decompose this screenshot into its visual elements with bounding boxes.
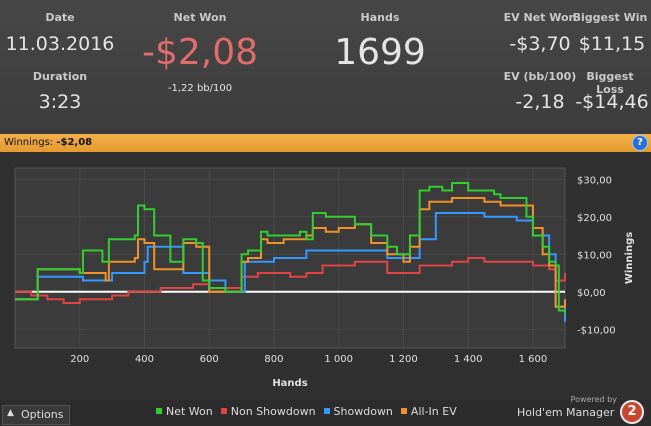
legend-item[interactable]: Non Showdown <box>220 405 316 418</box>
legend-swatch <box>323 408 330 414</box>
series-line-net-won <box>15 182 566 315</box>
winnings-bar: Winnings: -$2,08 ? <box>0 134 651 152</box>
date-label: Date <box>45 11 75 24</box>
date-value: 11.03.2016 <box>5 33 115 55</box>
y-axis-label: Winnings <box>624 232 635 284</box>
options-button[interactable]: ▲ Options <box>2 405 70 425</box>
x-tick-label: 800 <box>264 354 283 365</box>
y-tick-label: -$10,00 <box>577 325 616 336</box>
options-label: Options <box>21 408 64 421</box>
chevron-up-icon: ▲ <box>7 408 14 418</box>
hands-label: Hands <box>360 11 400 24</box>
winnings-chart: -$10,00 $0,00 $10,00 $20,00 $30,00 200 400 600 8… <box>0 152 651 400</box>
winnings-bar-text: Winnings: -$2,08 <box>4 137 92 148</box>
x-tick-label: 1 200 <box>389 354 418 365</box>
biggest-loss-value: -$14,46 <box>575 91 649 113</box>
ev-net-won-value: -$3,70 <box>509 33 571 55</box>
help-icon[interactable]: ? <box>632 135 648 151</box>
biggest-win-label: Biggest Win <box>572 11 648 24</box>
y-tick-label: $30,00 <box>577 175 612 186</box>
x-tick-label: 400 <box>135 354 154 365</box>
legend-item[interactable]: Showdown <box>323 405 393 418</box>
x-tick-label: 600 <box>200 354 219 365</box>
ev-net-won-label: EV Net Won <box>503 11 577 24</box>
net-won-bb-value: -1,22 bb/100 <box>167 83 233 94</box>
duration-value: 3:23 <box>38 91 82 113</box>
biggest-win-value: $11,15 <box>578 33 646 55</box>
x-tick-label: 1 000 <box>324 354 353 365</box>
powered-by-text: Powered by <box>570 395 617 404</box>
legend-label: All-In EV <box>410 405 457 418</box>
series-line-non-showdown <box>15 257 566 304</box>
duration-label: Duration <box>32 70 88 83</box>
legend-item[interactable]: Net Won <box>156 405 213 418</box>
x-axis-label: Hands <box>272 378 307 389</box>
y-tick-label: $10,00 <box>577 250 612 261</box>
net-won-label: Net Won <box>173 11 227 24</box>
legend-label: Non Showdown <box>230 405 316 418</box>
stats-panel: Date 11.03.2016 Duration 3:23 Net Won -$… <box>0 0 651 134</box>
legend-label: Showdown <box>333 405 393 418</box>
legend-label: Net Won <box>166 405 213 418</box>
y-tick-label: $0,00 <box>577 288 606 299</box>
winnings-label: Winnings: <box>4 137 54 148</box>
x-tick-label: 1 600 <box>519 354 548 365</box>
footer: ▲ Options Net Won Non Showdown Showdown All… <box>0 395 651 426</box>
hm2-logo-icon: 2 <box>620 400 644 424</box>
x-tick-label: 200 <box>70 354 89 365</box>
series-line-showdown <box>15 212 566 322</box>
legend-swatch <box>156 408 162 414</box>
product-name: Hold'em Manager <box>517 406 615 419</box>
winnings-chart-svg: -$10,00 $0,00 $10,00 $20,00 $30,00 200 400 600 8… <box>14 167 635 389</box>
hands-value: 1699 <box>334 32 426 73</box>
x-tick-label: 1 400 <box>454 354 483 365</box>
ev-bb-label: EV (bb/100) <box>503 70 577 83</box>
legend-swatch <box>220 408 227 414</box>
biggest-loss-label: Biggest Loss <box>586 70 634 96</box>
ev-bb-value: -2,18 <box>515 91 565 113</box>
legend-swatch <box>400 408 407 414</box>
net-won-value: -$2,08 <box>141 32 259 73</box>
winnings-value: -$2,08 <box>56 137 93 148</box>
legend-item[interactable]: All-In EV <box>400 405 457 418</box>
y-tick-label: $20,00 <box>577 213 612 224</box>
chart-legend: Net Won Non Showdown Showdown All-In EV <box>156 405 465 418</box>
